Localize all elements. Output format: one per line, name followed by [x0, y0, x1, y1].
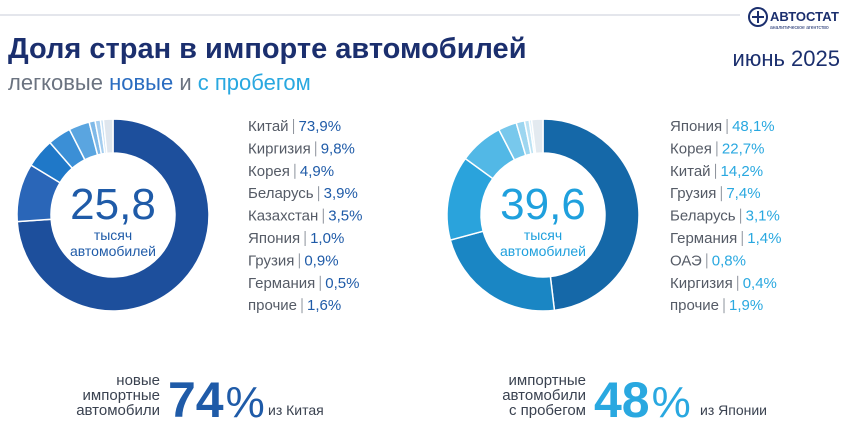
legend-value: 9,8%	[321, 140, 355, 157]
legend-value: 4,9%	[300, 163, 334, 180]
legend-value: 73,9%	[299, 118, 342, 135]
note-figure: 74	[168, 372, 224, 428]
donut-total: 25,8	[70, 180, 156, 229]
legend-name: Грузия	[248, 252, 294, 269]
legend-name: Корея	[670, 140, 712, 157]
donut-segment	[16, 118, 210, 312]
legend-name: Корея	[248, 163, 290, 180]
logo-icon	[748, 7, 768, 27]
legend-name: Германия	[670, 230, 737, 247]
legend-value: 22,7%	[722, 140, 765, 157]
legend-value: 48,1%	[732, 118, 775, 135]
legend-value: 1,6%	[307, 297, 341, 314]
legend-value: 1,0%	[310, 230, 344, 247]
donut-caption: тысяч	[524, 227, 562, 243]
legend-value: 3,5%	[328, 208, 362, 225]
donut-caption: тысяч	[94, 227, 132, 243]
note-line: импортные	[83, 387, 160, 404]
note-line: автомобили	[502, 387, 586, 404]
donut-segment	[102, 118, 114, 155]
legend-name: Япония	[670, 118, 722, 135]
legend-name: Беларусь	[670, 208, 736, 225]
date: июнь 2025	[733, 46, 840, 71]
legend-name: ОАЭ	[670, 252, 702, 269]
title: Доля стран в импорте автомобилей	[8, 33, 527, 65]
legend-name: Грузия	[670, 185, 716, 202]
logo-name: АВТОСТАТ	[770, 9, 839, 24]
donut-segment	[530, 118, 544, 155]
note-line: автомобили	[76, 402, 160, 419]
legend-value: 0,5%	[325, 275, 359, 292]
note-figure: 48	[594, 372, 650, 428]
legend-value: 3,1%	[746, 208, 780, 225]
legend-name: Германия	[248, 275, 315, 292]
subtitle-part: новые	[109, 70, 173, 95]
subtitle: легковые новые и с пробегом	[8, 70, 311, 95]
legend-value: 0,8%	[712, 252, 746, 269]
subtitle-part: с пробегом	[198, 70, 311, 95]
legend-name: Япония	[248, 230, 300, 247]
subtitle-part: легковые	[8, 70, 103, 95]
note-source: из Японии	[700, 402, 767, 418]
legend-name: Китай	[670, 163, 711, 180]
logo-tagline: аналитическое агентство	[770, 25, 829, 31]
logo-icon-cross	[752, 11, 764, 23]
donut-caption: автомобилей	[70, 243, 156, 259]
legend-name: Китай	[248, 118, 289, 135]
logo: АВТОСТАТ аналитическое агентство	[748, 7, 839, 31]
legend-value: 0,9%	[304, 252, 338, 269]
subtitle-part: и	[179, 70, 191, 95]
legend-name: Казахстан	[248, 208, 318, 225]
legend-name: прочие	[248, 297, 297, 314]
donut-total: 39,6	[500, 180, 586, 229]
note-line: с пробегом	[509, 402, 586, 419]
legend-value: 7,4%	[726, 185, 760, 202]
legend-value: 1,4%	[747, 230, 781, 247]
legend-name: Киргизия	[248, 140, 311, 157]
note-unit: %	[226, 378, 265, 427]
legend-name: прочие	[670, 297, 719, 314]
legend-value: 3,9%	[324, 185, 358, 202]
legend-name: Беларусь	[248, 185, 314, 202]
note-line: новые	[116, 372, 160, 389]
legend-value: 0,4%	[743, 275, 777, 292]
legend-name: Киргизия	[670, 275, 733, 292]
donut-segment	[542, 118, 640, 312]
donut-caption: автомобилей	[500, 243, 586, 259]
legend-value: 14,2%	[721, 163, 764, 180]
legend-value: 1,9%	[729, 297, 763, 314]
note-unit: %	[652, 378, 691, 427]
note-source: из Китая	[268, 402, 324, 418]
note-line: импортные	[509, 372, 586, 389]
